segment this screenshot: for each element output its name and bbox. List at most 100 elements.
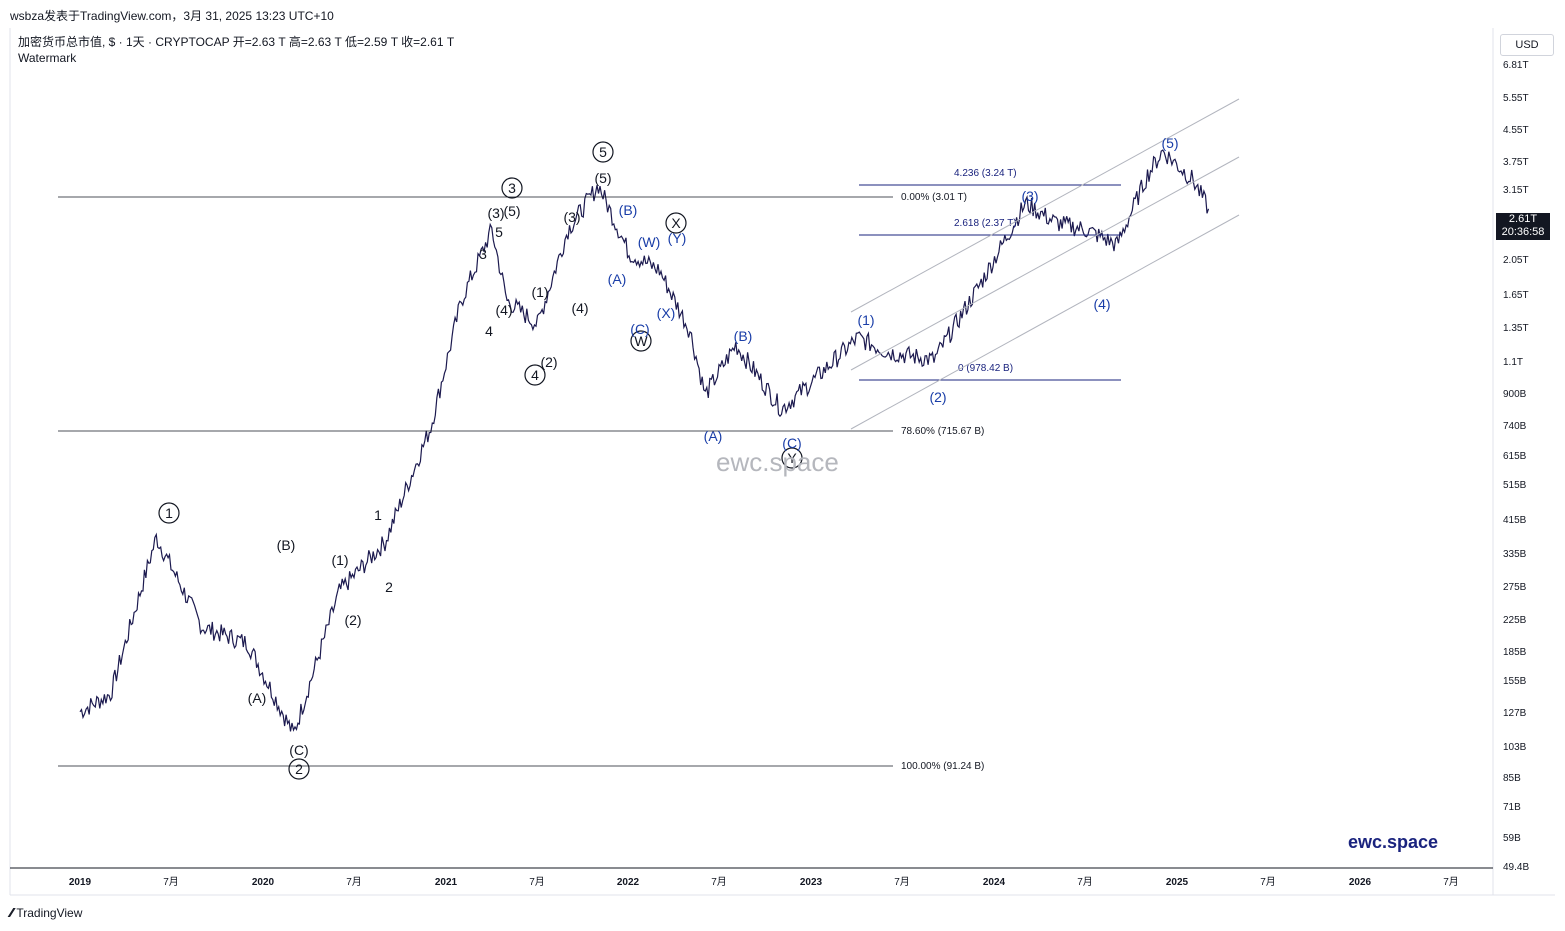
countdown: 20:36:58 [1501, 226, 1545, 238]
wave-circle-icon [501, 177, 523, 199]
channel-mid [850, 156, 1240, 371]
time-tick-label: 7月 [346, 876, 362, 888]
last-price-badge: 2.61T 20:36:58 [1496, 213, 1550, 240]
price-tick-label: 1.1T [1503, 357, 1523, 368]
wave-circle-icon [524, 364, 546, 386]
time-tick-label: 2023 [800, 877, 823, 888]
wave-label-blue: (1) [857, 312, 874, 328]
price-tick-label: 59B [1503, 833, 1521, 844]
price-series-line [79, 149, 1210, 732]
price-tick-label: 740B [1503, 421, 1527, 432]
price-tick-label: 1.35T [1503, 323, 1529, 334]
chart-watermark: ewc.space [716, 447, 839, 477]
symbol-line[interactable]: 加密货币总市值, $ · 1天 · CRYPTOCAP 开=2.63 T 高=2… [18, 35, 455, 49]
wave-label-blue: (3) [1021, 188, 1038, 204]
time-tick-label: 2025 [1166, 877, 1189, 888]
wave-label-blue: (W) [638, 234, 661, 250]
wave-label-blue: (4) [1093, 296, 1110, 312]
wave-label-black: 5 [599, 144, 607, 160]
top-bar: wsbza发表于TradingView.com，3月 31, 2025 13:2… [0, 0, 1565, 28]
price-tick-label: 103B [1503, 742, 1527, 753]
wave-label-blue: (2) [929, 389, 946, 405]
time-tick-label: 7月 [1260, 876, 1276, 888]
wave-label-blue: (X) [657, 305, 676, 321]
time-tick-label: 7月 [163, 876, 179, 888]
price-tick-label: 2.05T [1503, 255, 1529, 266]
wave-label-black: 1 [374, 507, 382, 523]
wave-label-black: (1) [331, 552, 348, 568]
wave-circle-icon [630, 330, 652, 352]
price-tick-label: 185B [1503, 647, 1527, 658]
wave-label-blue: (5) [1161, 135, 1178, 151]
channel-upper [850, 98, 1240, 313]
time-tick-label: 7月 [529, 876, 545, 888]
channel-lower [850, 214, 1240, 430]
symbol-legend: 加密货币总市值, $ · 1天 · CRYPTOCAP 开=2.63 T 高=2… [18, 34, 454, 66]
price-tick-label: 6.81T [1503, 60, 1529, 71]
wave-label-black: 3 [479, 246, 487, 262]
time-tick-label: 2024 [983, 877, 1006, 888]
wave-label-black: 2 [295, 761, 303, 777]
wave-label-black: (4) [571, 300, 588, 316]
time-tick-label: 2019 [69, 877, 92, 888]
fib-label-bottom: 100.00% (91.24 B) [901, 761, 984, 772]
footer-brand: TradingView [16, 905, 83, 920]
price-tick-label: 71B [1503, 802, 1521, 813]
brand-text: ewc.space [1348, 832, 1439, 852]
wave-label-black: (3) [487, 205, 504, 221]
price-tick-label: 5.55T [1503, 93, 1529, 104]
price-tick-label: 335B [1503, 549, 1527, 560]
wave-label-black: (2) [540, 354, 557, 370]
wave-label-black: 1 [165, 505, 173, 521]
wave-label-black: (3) [563, 209, 580, 225]
last-price: 2.61T [1508, 213, 1538, 225]
price-tick-label: 515B [1503, 480, 1527, 491]
footer[interactable]: ⁄⁄ TradingView [10, 905, 82, 920]
wave-circle-icon [592, 141, 614, 163]
wave-label-black: 4 [531, 367, 539, 383]
wave-label-black: 3 [508, 180, 516, 196]
wave-label-black: 2 [385, 579, 393, 595]
wave-label-blue: (A) [608, 271, 627, 287]
wave-label-blue: (B) [619, 202, 638, 218]
price-tick-label: 900B [1503, 389, 1527, 400]
wave-circle-icon [781, 447, 803, 469]
wave-label-blue: (C) [782, 435, 801, 451]
wave-circle-icon [288, 758, 310, 780]
price-tick-label: 1.65T [1503, 290, 1529, 301]
watermark-label: Watermark [18, 51, 77, 65]
blue-fib-ext1-label: 4.236 (3.24 T) [954, 168, 1017, 179]
wave-label-black: (4) [495, 302, 512, 318]
wave-label-blue: (B) [734, 328, 753, 344]
time-tick-label: 7月 [1443, 876, 1459, 888]
wave-label-black: (5) [594, 170, 611, 186]
fib-label-top: 0.00% (3.01 T) [901, 192, 967, 203]
wave-label-black: 4 [485, 323, 493, 339]
blue-fib-ext2-label: 2.618 (2.37 T) [954, 218, 1017, 229]
tradingview-logo-icon: ⁄⁄ [10, 905, 14, 920]
time-tick-label: 2022 [617, 877, 640, 888]
wave-label-black: W [634, 333, 648, 349]
currency-selector[interactable]: USD [1500, 34, 1554, 56]
price-tick-label: 615B [1503, 451, 1527, 462]
price-tick-label: 275B [1503, 582, 1527, 593]
wave-circle-icon [158, 502, 180, 524]
wave-label-blue: (A) [704, 428, 723, 444]
price-tick-label: 155B [1503, 676, 1527, 687]
wave-label-black: (2) [344, 612, 361, 628]
price-tick-label: 415B [1503, 515, 1527, 526]
wave-label-black: Y [787, 450, 797, 466]
wave-label-black: X [671, 215, 681, 231]
time-tick-label: 7月 [1077, 876, 1093, 888]
wave-label-black: (1) [531, 284, 548, 300]
price-tick-label: 3.15T [1503, 185, 1529, 196]
time-tick-label: 7月 [894, 876, 910, 888]
time-tick-label: 7月 [711, 876, 727, 888]
time-tick-label: 2026 [1349, 877, 1372, 888]
wave-label-black: (C) [289, 742, 308, 758]
price-tick-label: 85B [1503, 773, 1521, 784]
blue-fib-base-label: 0 (978.42 B) [958, 363, 1013, 374]
wave-label-blue: (Y) [668, 230, 687, 246]
wave-label-black: (B) [277, 537, 296, 553]
